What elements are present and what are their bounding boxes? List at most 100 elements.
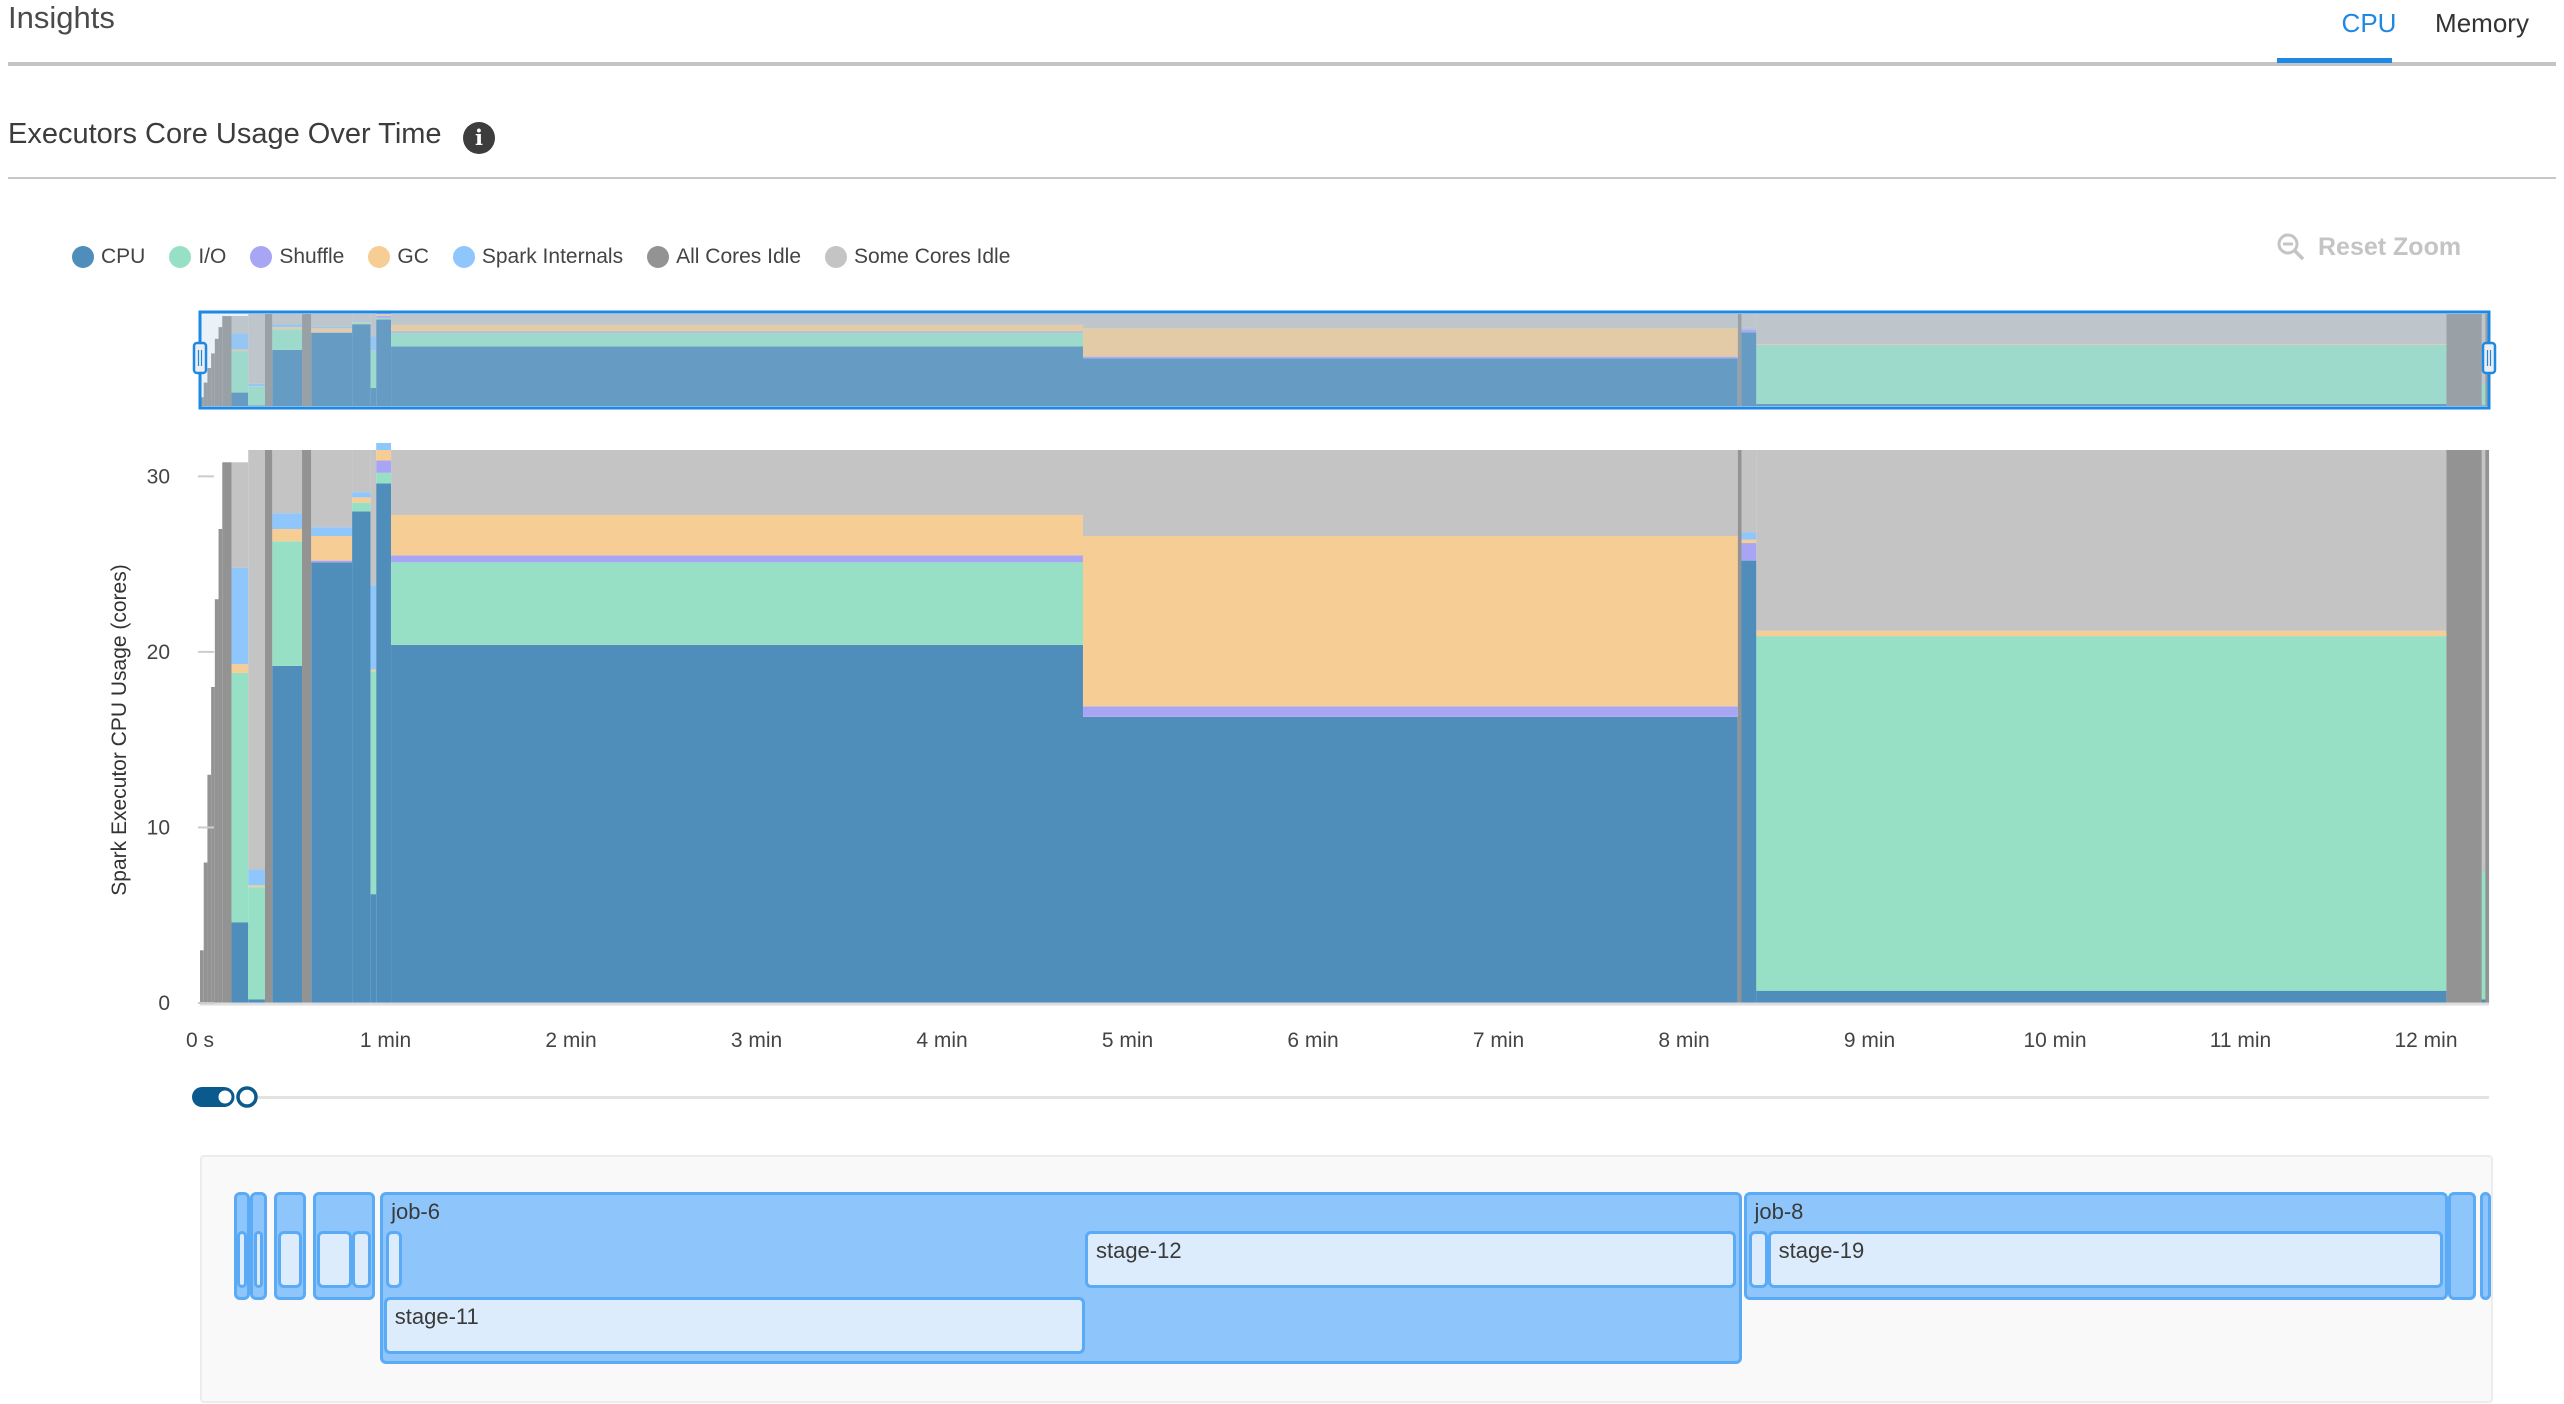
navigator[interactable] (192, 310, 2497, 410)
reset-zoom-button[interactable]: Reset Zoom (2276, 232, 2461, 262)
legend-label: Spark Internals (481, 245, 624, 268)
y-tick-label: 30 (147, 465, 170, 488)
nav-some-idle-16 (391, 314, 1083, 325)
main-cpu-17 (1082, 716, 1738, 1003)
main-cpu-20 (1756, 990, 2447, 1003)
timeline-toggle[interactable] (192, 1086, 258, 1108)
nav-spark-8 (248, 383, 265, 387)
main-shuffle-15 (376, 460, 392, 473)
main-cpu-19 (1741, 560, 1757, 1003)
stage-bar[interactable] (317, 1231, 353, 1288)
legend-item-shuffle[interactable]: Shuffle (250, 245, 344, 269)
main-all-idle-0 (200, 950, 204, 1003)
tab-memory[interactable]: Memory (2435, 8, 2529, 38)
main-spark-19 (1741, 532, 1757, 540)
nav-all-idle-11 (302, 314, 312, 406)
stage-bar[interactable]: stage-19 (1767, 1231, 2443, 1288)
legend-label: GC (397, 245, 429, 268)
main-all-idle-1 (203, 862, 208, 1003)
legend-item-some-cores-idle[interactable]: Some Cores Idle (825, 245, 1010, 269)
main-io-20 (1756, 636, 2447, 991)
navigator-left-handle[interactable] (192, 341, 208, 375)
main-cpu-10 (272, 665, 303, 1003)
x-tick-label: 1 min (360, 1029, 411, 1052)
main-gc-7 (231, 664, 249, 673)
main-gc-8 (248, 885, 265, 888)
x-tick-label: 4 min (916, 1029, 967, 1052)
y-tick-label: 10 (147, 816, 170, 839)
nav-spark-12 (311, 326, 353, 329)
main-gc-20 (1756, 630, 2447, 637)
core-usage-chart[interactable]: 0 10 20 30 0 s 1 min 2 min 3 min 4 min 5 min 6 min… (0, 0, 2564, 1080)
main-gc-17 (1082, 536, 1738, 707)
nav-gc-15 (376, 314, 392, 316)
tab-cpu[interactable]: CPU (2341, 8, 2397, 38)
stage-label: stage-12 (1095, 1238, 1182, 1263)
legend-dot-icon (825, 246, 847, 268)
navigator-right-handle[interactable] (2481, 341, 2497, 375)
legend-label: Shuffle (279, 245, 345, 268)
main-plot[interactable] (200, 442, 2490, 1003)
nav-io-13 (352, 322, 371, 325)
legend-item-all-cores-idle[interactable]: All Cores Idle (647, 245, 801, 269)
legend-dot-icon (368, 246, 391, 268)
legend-item-spark-internals[interactable]: Spark Internals (452, 245, 624, 269)
nav-some-idle-7 (231, 316, 249, 334)
main-shuffle-12 (311, 560, 353, 563)
zoom-out-icon (2277, 233, 2305, 261)
nav-cpu-7 (231, 392, 249, 406)
nav-gc-17 (1082, 328, 1738, 357)
nav-io-10 (272, 329, 303, 350)
nav-some-idle-10 (272, 314, 303, 325)
main-spark-12 (311, 527, 353, 537)
main-some-idle-8 (248, 450, 265, 870)
nav-some-idle-12 (311, 314, 353, 327)
y-tick-label: 0 (158, 992, 170, 1015)
x-tick-label: 3 min (731, 1029, 782, 1052)
main-gc-19 (1741, 539, 1757, 544)
stage-bar[interactable]: stage-11 (383, 1297, 1085, 1354)
stage-bar[interactable] (278, 1231, 303, 1288)
jobs-timeline: job-6 stage-12 stage-11 job-8 stage-19 (200, 1155, 2493, 1403)
stage-bar[interactable] (253, 1231, 264, 1288)
chart-legend: CPU I/O Shuffle GC Spark Internals All C… (72, 245, 1010, 269)
nav-gc-7 (231, 349, 249, 352)
nav-io-7 (231, 351, 249, 393)
section-divider (8, 177, 2556, 179)
stage-bar[interactable] (352, 1231, 371, 1288)
info-icon[interactable]: i (463, 122, 495, 154)
stage-bar[interactable]: stage-12 (1084, 1231, 1737, 1288)
job-label: job-8 (1754, 1199, 1804, 1224)
main-all-idle-2 (207, 774, 212, 1003)
navigator-selection[interactable] (198, 310, 2491, 410)
job-bar[interactable] (2479, 1192, 2492, 1300)
job-bar[interactable] (2448, 1192, 2477, 1300)
main-shuffle-19 (1741, 543, 1757, 561)
main-some-idle-14 (370, 450, 377, 586)
nav-all-idle-3 (211, 353, 215, 406)
nav-spark-19 (1741, 327, 1757, 329)
nav-all-idle-6 (222, 316, 232, 406)
nav-gc-10 (272, 327, 303, 330)
x-tick-label: 2 min (545, 1029, 596, 1052)
legend-item-gc[interactable]: GC (368, 245, 429, 269)
x-tick-label: 0 s (186, 1029, 214, 1052)
nav-shuffle-17 (1082, 356, 1738, 359)
main-some-idle-13 (352, 450, 371, 493)
main-gc-15 (376, 450, 392, 461)
nav-all-idle-9 (264, 314, 273, 406)
stage-bar[interactable] (237, 1231, 247, 1288)
nav-cpu-8 (248, 405, 265, 406)
legend-item-cpu[interactable]: CPU (72, 245, 145, 269)
main-gc-14 (370, 669, 377, 672)
nav-all-idle-5 (218, 327, 223, 406)
x-tick-label: 9 min (1844, 1029, 1895, 1052)
nav-io-8 (248, 386, 265, 406)
nav-spark-7 (231, 333, 249, 350)
main-cpu-7 (231, 922, 249, 1003)
stage-bar[interactable] (1749, 1231, 1768, 1288)
nav-cpu-13 (352, 324, 371, 406)
main-some-idle-17 (1082, 450, 1738, 537)
legend-item-io[interactable]: I/O (169, 245, 226, 269)
stage-bar[interactable] (385, 1231, 403, 1288)
